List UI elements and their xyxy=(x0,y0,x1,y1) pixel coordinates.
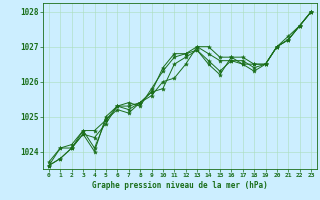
X-axis label: Graphe pression niveau de la mer (hPa): Graphe pression niveau de la mer (hPa) xyxy=(92,181,268,190)
